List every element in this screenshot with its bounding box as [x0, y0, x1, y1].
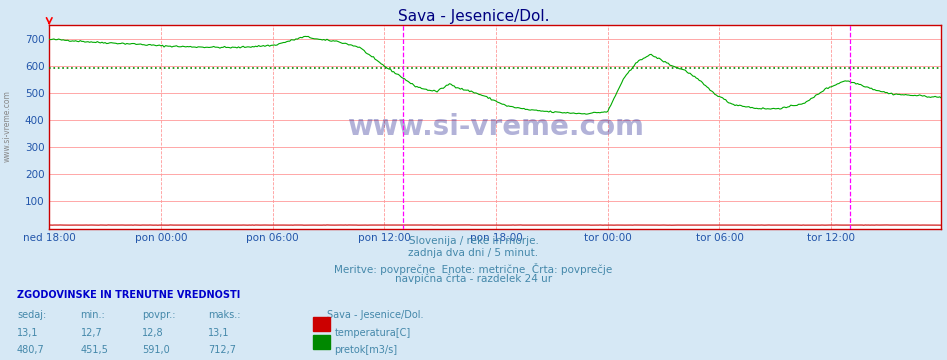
- Text: www.si-vreme.com: www.si-vreme.com: [3, 90, 12, 162]
- Text: 591,0: 591,0: [142, 345, 170, 355]
- Text: min.:: min.:: [80, 310, 105, 320]
- Text: temperatura[C]: temperatura[C]: [334, 328, 411, 338]
- Text: pretok[m3/s]: pretok[m3/s]: [334, 345, 398, 355]
- Text: Sava - Jesenice/Dol.: Sava - Jesenice/Dol.: [327, 310, 423, 320]
- Text: 13,1: 13,1: [208, 328, 230, 338]
- Text: 12,8: 12,8: [142, 328, 164, 338]
- Text: Sava - Jesenice/Dol.: Sava - Jesenice/Dol.: [398, 9, 549, 24]
- Text: 480,7: 480,7: [17, 345, 45, 355]
- Text: povpr.:: povpr.:: [142, 310, 175, 320]
- Text: ZGODOVINSKE IN TRENUTNE VREDNOSTI: ZGODOVINSKE IN TRENUTNE VREDNOSTI: [17, 290, 241, 300]
- Text: sedaj:: sedaj:: [17, 310, 46, 320]
- Text: Meritve: povprečne  Enote: metrične  Črta: povprečje: Meritve: povprečne Enote: metrične Črta:…: [334, 263, 613, 275]
- Text: Slovenija / reke in morje.: Slovenija / reke in morje.: [408, 236, 539, 246]
- Text: 12,7: 12,7: [80, 328, 102, 338]
- Text: navpična črta - razdelek 24 ur: navpična črta - razdelek 24 ur: [395, 274, 552, 284]
- Text: maks.:: maks.:: [208, 310, 241, 320]
- Text: www.si-vreme.com: www.si-vreme.com: [347, 113, 644, 141]
- Text: 451,5: 451,5: [80, 345, 108, 355]
- Text: 13,1: 13,1: [17, 328, 39, 338]
- Text: 712,7: 712,7: [208, 345, 237, 355]
- Text: zadnja dva dni / 5 minut.: zadnja dva dni / 5 minut.: [408, 248, 539, 258]
